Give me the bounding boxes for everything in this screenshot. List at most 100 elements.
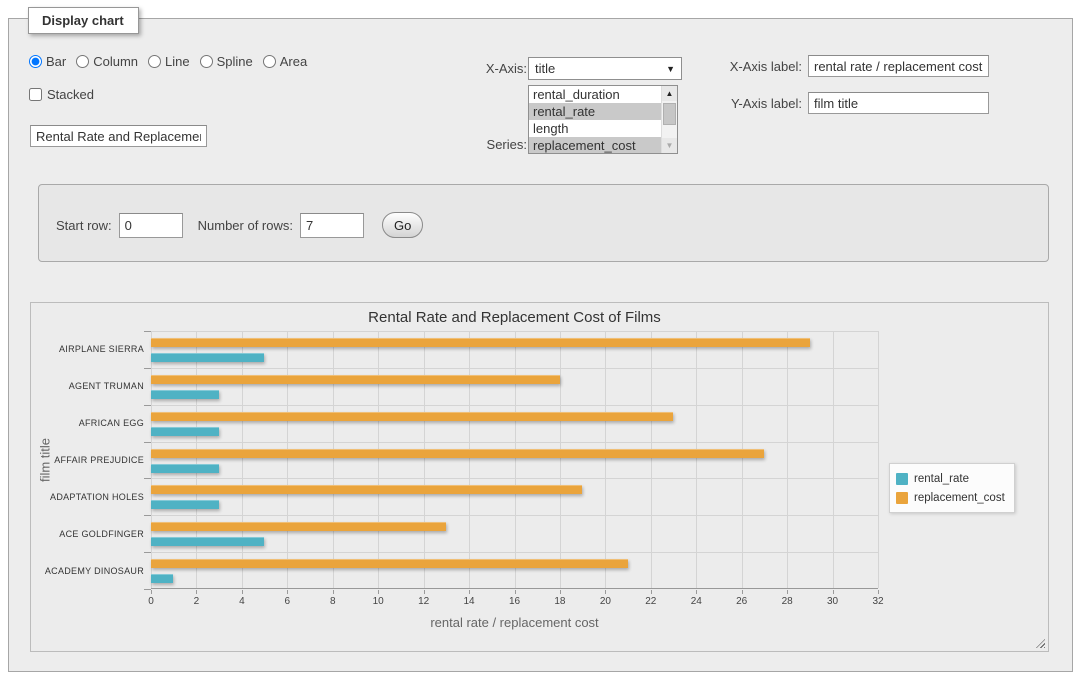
scroll-up-arrow-icon[interactable]: ▲	[662, 86, 677, 101]
go-button[interactable]: Go	[382, 212, 424, 238]
start-row-input[interactable]	[118, 212, 183, 238]
bar-rental_rate[interactable]	[151, 537, 265, 547]
y-axis-tick-mark	[144, 442, 151, 443]
radio-label: Column	[93, 54, 139, 69]
x-axis-tick-label: 26	[736, 596, 748, 607]
x-axis-tick-mark	[241, 590, 243, 594]
category-label: AIRPLANE SIERRA	[58, 344, 144, 355]
chart-type-option-line[interactable]: Line	[148, 54, 190, 69]
stacked-checkbox[interactable]	[29, 88, 42, 101]
x-axis-select[interactable]: title ▼	[528, 57, 682, 80]
chart-type-option-area[interactable]: Area	[262, 54, 308, 69]
chart-title-input[interactable]	[30, 125, 207, 147]
x-axis-tick-label: 30	[827, 596, 839, 607]
series-listbox-options: rental_duration rental_rate length replacem…	[529, 86, 661, 153]
dropdown-arrow-icon: ▼	[666, 63, 675, 74]
category-label: ACADEMY DINOSAUR	[44, 565, 144, 576]
radio-label: Area	[279, 54, 308, 69]
y-axis-tick-mark	[144, 515, 151, 516]
bar-rental_rate[interactable]	[151, 426, 219, 436]
listbox-scrollbar[interactable]: ▲ ▼	[661, 86, 677, 153]
x-axis-tick-label: 0	[148, 596, 154, 607]
bar-replacement_cost[interactable]	[151, 448, 765, 458]
y-axis-title: film title	[37, 437, 53, 483]
scroll-down-arrow-icon[interactable]: ▼	[662, 138, 677, 153]
radio-label: Line	[165, 54, 190, 69]
x-axis-tick-mark	[878, 590, 879, 594]
chart-type-option-column[interactable]: Column	[76, 54, 138, 69]
bar-rental_rate[interactable]	[151, 463, 219, 473]
scrollbar-thumb[interactable]	[663, 103, 676, 125]
x-axis-tick-label: 22	[645, 596, 657, 607]
bar-replacement_cost[interactable]	[151, 522, 447, 532]
x-axis-tick-mark	[605, 590, 607, 594]
x-axis-tick-label: 14	[463, 596, 475, 607]
legend-label: replacement_cost	[914, 491, 1005, 504]
bar-rental_rate[interactable]	[151, 389, 219, 399]
radio-area[interactable]	[262, 55, 276, 68]
x-axis-tick-mark	[287, 590, 289, 594]
plot-area	[144, 331, 879, 590]
stacked-label: Stacked	[47, 87, 94, 102]
category-label: AFFAIR PREJUDICE	[54, 455, 144, 465]
bar-replacement_cost[interactable]	[151, 559, 628, 569]
gridline-horizontal	[151, 442, 878, 443]
x-axis-tick-labels: 0 2 4 6 8 10 12 14 16 18 20 22 24 26 28 30 32	[148, 589, 884, 611]
x-axis-label-input[interactable]	[808, 55, 989, 77]
bar-rental_rate[interactable]	[151, 353, 265, 362]
series-listbox[interactable]: rental_duration rental_rate length replacem…	[528, 85, 678, 154]
x-axis-tick-label: 28	[781, 596, 793, 607]
gridline-horizontal	[151, 405, 878, 406]
gridline-vertical	[287, 331, 289, 588]
bar-replacement_cost[interactable]	[151, 338, 810, 347]
bar-replacement_cost[interactable]	[151, 374, 560, 384]
y-axis-tick-mark	[144, 589, 151, 590]
stacked-option[interactable]: Stacked	[29, 87, 94, 102]
x-axis-tick-label: 6	[284, 596, 291, 607]
series-option-rental_rate[interactable]: rental_rate	[529, 103, 661, 120]
gridline-vertical	[741, 331, 743, 588]
chart-type-option-spline[interactable]: Spline	[199, 54, 253, 69]
x-axis-tick-mark	[559, 590, 561, 594]
radio-label: Bar	[46, 54, 67, 69]
gridline-vertical	[832, 331, 834, 588]
gridline-horizontal	[151, 515, 878, 516]
bar-replacement_cost[interactable]	[151, 485, 583, 495]
resize-handle-icon[interactable]	[1036, 639, 1045, 648]
x-axis-tick-label: 12	[418, 596, 430, 607]
chart-container: Rental Rate and Replacement Cost of Film…	[30, 302, 1049, 652]
legend-item-rental_rate[interactable]: rental_rate	[896, 469, 1005, 488]
bar-replacement_cost[interactable]	[151, 411, 674, 421]
y-axis-label-label: Y-Axis label:	[730, 96, 802, 111]
radio-spline[interactable]	[199, 55, 213, 68]
start-row-label: Start row:	[56, 217, 112, 233]
x-axis-tick-mark	[696, 590, 698, 594]
legend-item-replacement_cost[interactable]: replacement_cost	[896, 488, 1005, 507]
x-axis-tick-mark	[378, 590, 380, 594]
radio-column[interactable]	[76, 55, 90, 68]
category-label: ADAPTATION HOLES	[50, 491, 144, 502]
category-label: AFRICAN EGG	[78, 418, 144, 429]
gridline-horizontal	[151, 552, 878, 553]
series-option-replacement_cost[interactable]: replacement_cost	[529, 137, 661, 153]
x-axis-tick-label: 24	[690, 596, 702, 607]
x-axis-tick-mark	[332, 590, 334, 594]
chart-type-option-bar[interactable]: Bar	[29, 54, 66, 69]
gridline-vertical	[559, 331, 561, 588]
radio-bar[interactable]	[29, 55, 42, 68]
radio-label: Spline	[216, 54, 253, 69]
y-axis-tick-mark	[144, 478, 151, 479]
x-axis-tick-mark	[514, 590, 516, 594]
gridline-vertical	[378, 331, 380, 588]
y-axis-label-input[interactable]	[808, 92, 989, 114]
number-of-rows-input[interactable]	[300, 212, 364, 238]
bar-rental_rate[interactable]	[151, 500, 219, 510]
gridline-vertical	[878, 331, 879, 588]
x-axis-tick-label: 32	[872, 596, 884, 607]
series-option-length[interactable]: length	[533, 121, 569, 136]
bar-rental_rate[interactable]	[151, 574, 174, 584]
gridline-horizontal	[151, 331, 878, 332]
radio-line[interactable]	[148, 55, 162, 68]
series-option-rental_duration[interactable]: rental_duration	[533, 87, 620, 102]
chart-legend: rental_rate replacement_cost	[889, 463, 1015, 513]
